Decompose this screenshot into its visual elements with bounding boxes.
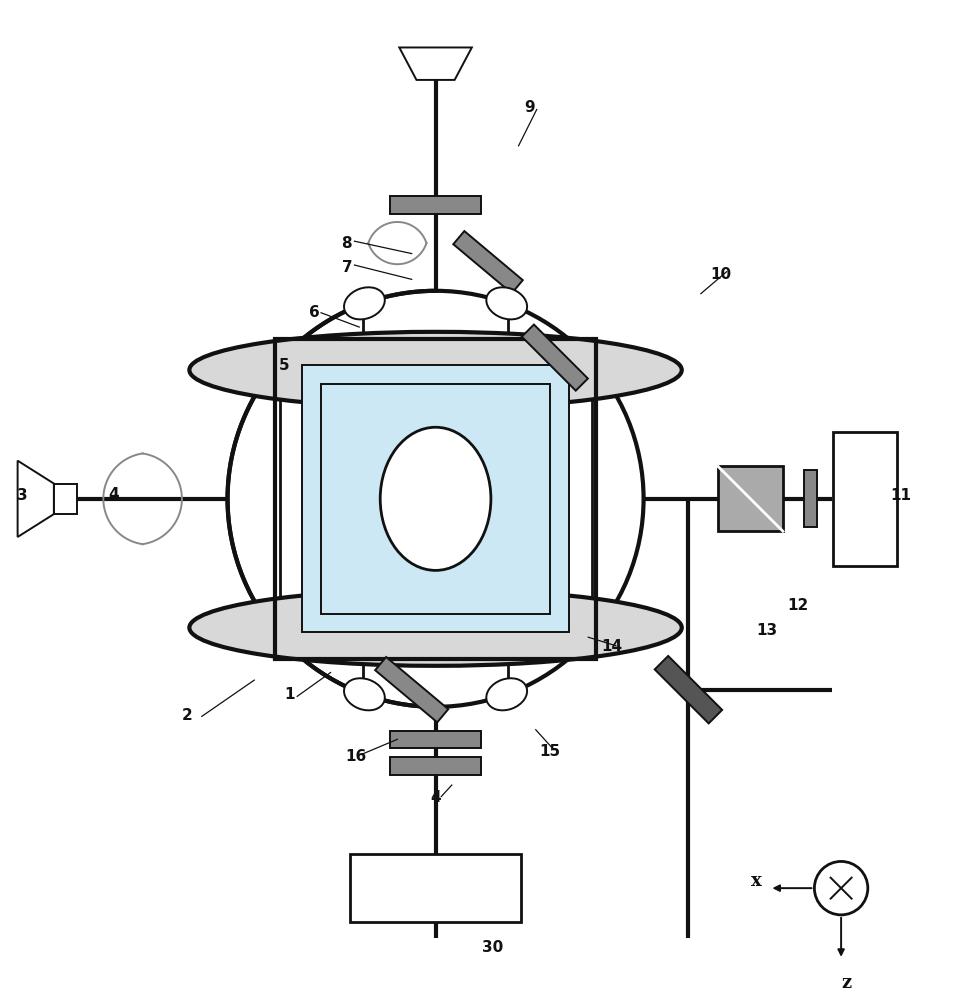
- Polygon shape: [804, 470, 817, 527]
- Bar: [321, 384, 550, 614]
- Text: 8: 8: [342, 236, 352, 251]
- Text: 16: 16: [345, 749, 367, 764]
- Ellipse shape: [344, 678, 385, 710]
- Text: 15: 15: [540, 744, 561, 759]
- Polygon shape: [655, 656, 723, 723]
- Text: 9: 9: [523, 100, 534, 115]
- Bar: [349, 854, 522, 922]
- Ellipse shape: [486, 678, 527, 710]
- Polygon shape: [17, 461, 54, 537]
- Text: 5: 5: [278, 358, 289, 373]
- Text: 11: 11: [891, 488, 912, 503]
- Text: 3: 3: [17, 488, 28, 503]
- Polygon shape: [390, 731, 480, 748]
- Text: 1: 1: [284, 687, 295, 702]
- Ellipse shape: [814, 861, 868, 915]
- Text: 30: 30: [482, 940, 503, 955]
- Text: x: x: [751, 872, 762, 890]
- Ellipse shape: [380, 427, 491, 570]
- Text: 4: 4: [109, 487, 120, 502]
- Ellipse shape: [189, 589, 681, 666]
- Text: 7: 7: [342, 260, 352, 275]
- Polygon shape: [399, 47, 472, 80]
- Ellipse shape: [344, 287, 385, 319]
- Text: 13: 13: [756, 623, 777, 638]
- Polygon shape: [390, 757, 480, 775]
- Bar: [276, 339, 596, 659]
- Bar: [718, 466, 783, 531]
- Ellipse shape: [228, 291, 643, 707]
- Text: 12: 12: [788, 598, 809, 613]
- Text: 10: 10: [710, 267, 731, 282]
- Bar: [302, 365, 569, 632]
- Polygon shape: [454, 231, 523, 293]
- Ellipse shape: [486, 287, 527, 319]
- Polygon shape: [54, 484, 77, 514]
- Polygon shape: [375, 657, 448, 722]
- Polygon shape: [390, 196, 480, 214]
- Bar: [833, 432, 898, 566]
- Text: 6: 6: [309, 305, 320, 320]
- Text: 14: 14: [602, 639, 623, 654]
- Text: z: z: [842, 974, 852, 992]
- Polygon shape: [522, 325, 588, 391]
- Text: 2: 2: [182, 708, 193, 723]
- Ellipse shape: [189, 332, 681, 408]
- Text: 4: 4: [431, 790, 441, 805]
